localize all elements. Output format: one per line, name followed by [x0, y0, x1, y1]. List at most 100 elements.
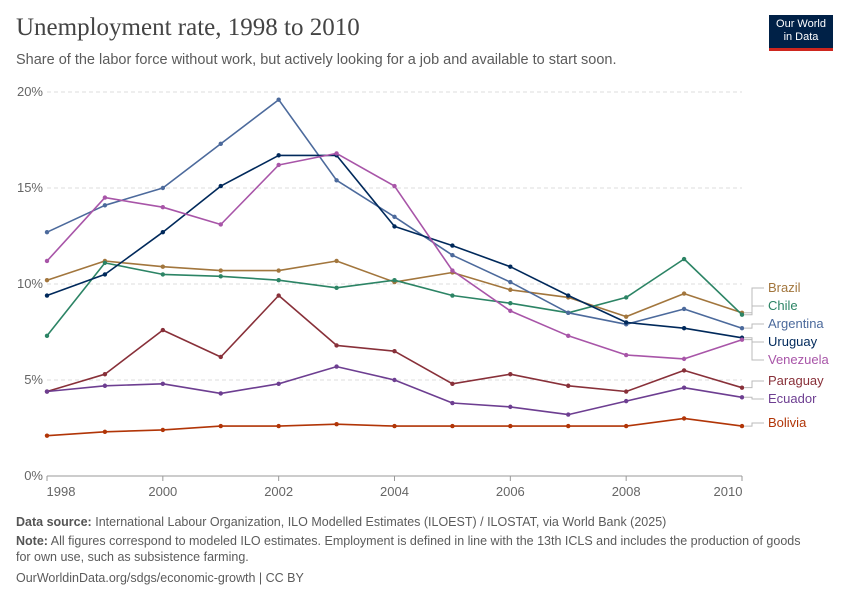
data-point-paraguay[interactable]	[392, 349, 397, 354]
data-point-ecuador[interactable]	[334, 364, 339, 369]
data-point-ecuador[interactable]	[739, 395, 745, 400]
data-point-bolivia[interactable]	[566, 423, 571, 429]
data-point-bolivia[interactable]	[44, 433, 50, 438]
data-point-brazil[interactable]	[276, 268, 281, 273]
data-point-brazil[interactable]	[218, 268, 223, 273]
data-point-bolivia[interactable]	[450, 423, 455, 429]
data-point-argentina[interactable]	[102, 203, 108, 208]
data-point-uruguay[interactable]	[392, 224, 397, 229]
data-point-argentina[interactable]	[450, 253, 455, 258]
data-point-venezuela[interactable]	[566, 333, 571, 339]
data-point-ecuador[interactable]	[218, 391, 223, 396]
data-point-chile[interactable]	[218, 274, 223, 279]
data-point-ecuador[interactable]	[102, 383, 108, 388]
data-point-chile[interactable]	[450, 293, 455, 298]
data-point-paraguay[interactable]	[218, 354, 223, 360]
legend-label-paraguay[interactable]: Paraguay	[768, 373, 824, 388]
legend-label-venezuela[interactable]: Venezuela	[768, 352, 829, 367]
data-point-bolivia[interactable]	[276, 423, 281, 429]
data-point-bolivia[interactable]	[218, 423, 223, 429]
data-point-paraguay[interactable]	[623, 389, 629, 394]
data-point-chile[interactable]	[739, 312, 745, 317]
data-point-argentina[interactable]	[160, 185, 166, 191]
data-point-paraguay[interactable]	[102, 372, 108, 377]
data-point-paraguay[interactable]	[450, 381, 455, 387]
data-point-paraguay[interactable]	[334, 343, 339, 348]
data-point-argentina[interactable]	[334, 178, 339, 183]
data-point-chile[interactable]	[508, 301, 513, 306]
data-point-argentina[interactable]	[508, 279, 513, 285]
legend-label-argentina[interactable]: Argentina	[768, 316, 824, 331]
data-point-venezuela[interactable]	[392, 183, 397, 189]
data-point-venezuela[interactable]	[508, 308, 513, 314]
data-point-argentina[interactable]	[566, 310, 571, 315]
data-point-uruguay[interactable]	[218, 183, 223, 189]
data-point-ecuador[interactable]	[44, 389, 50, 394]
data-point-argentina[interactable]	[739, 325, 745, 331]
data-point-venezuela[interactable]	[102, 195, 108, 200]
data-point-venezuela[interactable]	[623, 352, 629, 358]
data-point-brazil[interactable]	[160, 264, 166, 269]
data-point-brazil[interactable]	[508, 287, 513, 292]
data-point-paraguay[interactable]	[276, 293, 281, 298]
data-point-venezuela[interactable]	[218, 222, 223, 227]
data-point-chile[interactable]	[44, 333, 50, 339]
data-point-chile[interactable]	[681, 256, 687, 262]
data-point-venezuela[interactable]	[44, 258, 50, 264]
data-point-ecuador[interactable]	[276, 381, 281, 387]
owid-logo[interactable]: Our World in Data	[769, 15, 833, 51]
data-point-uruguay[interactable]	[566, 293, 571, 298]
data-point-chile[interactable]	[160, 272, 166, 277]
data-point-bolivia[interactable]	[739, 423, 745, 429]
data-point-chile[interactable]	[334, 285, 339, 291]
data-point-bolivia[interactable]	[508, 423, 513, 429]
data-point-ecuador[interactable]	[160, 381, 166, 387]
data-point-brazil[interactable]	[623, 314, 629, 319]
data-point-ecuador[interactable]	[566, 412, 571, 417]
series-line-ecuador[interactable]	[46, 365, 743, 416]
data-point-bolivia[interactable]	[102, 429, 108, 435]
data-point-venezuela[interactable]	[681, 356, 687, 362]
data-point-venezuela[interactable]	[334, 151, 339, 156]
data-point-venezuela[interactable]	[276, 162, 281, 168]
data-point-uruguay[interactable]	[623, 320, 629, 325]
data-point-uruguay[interactable]	[44, 293, 50, 298]
data-point-ecuador[interactable]	[623, 398, 629, 404]
data-point-chile[interactable]	[102, 260, 108, 266]
data-point-paraguay[interactable]	[739, 385, 745, 390]
data-point-argentina[interactable]	[44, 229, 50, 235]
data-point-uruguay[interactable]	[681, 325, 687, 331]
legend-label-uruguay[interactable]: Uruguay	[768, 334, 818, 349]
series-line-uruguay[interactable]	[46, 154, 743, 339]
data-point-brazil[interactable]	[681, 291, 687, 296]
series-line-paraguay[interactable]	[46, 294, 743, 393]
data-point-uruguay[interactable]	[160, 229, 166, 235]
data-point-paraguay[interactable]	[508, 372, 513, 377]
data-point-argentina[interactable]	[218, 141, 223, 147]
data-point-venezuela[interactable]	[160, 205, 166, 210]
data-point-ecuador[interactable]	[508, 404, 513, 410]
legend-label-bolivia[interactable]: Bolivia	[768, 415, 807, 430]
data-point-ecuador[interactable]	[450, 400, 455, 406]
data-point-bolivia[interactable]	[160, 427, 166, 433]
data-point-argentina[interactable]	[392, 214, 397, 219]
data-point-venezuela[interactable]	[739, 337, 745, 342]
data-point-paraguay[interactable]	[681, 368, 687, 373]
legend-label-chile[interactable]: Chile	[768, 298, 798, 313]
footer-url[interactable]: OurWorldinData.org/sdgs/economic-growth …	[16, 571, 304, 585]
legend-label-brazil[interactable]: Brazil	[768, 280, 801, 295]
data-point-bolivia[interactable]	[681, 416, 687, 421]
data-point-uruguay[interactable]	[508, 264, 513, 269]
series-line-argentina[interactable]	[46, 98, 743, 329]
data-point-argentina[interactable]	[276, 97, 281, 102]
data-point-chile[interactable]	[392, 277, 397, 283]
data-point-paraguay[interactable]	[566, 383, 571, 388]
data-point-paraguay[interactable]	[160, 327, 166, 333]
data-point-bolivia[interactable]	[334, 421, 339, 427]
data-point-argentina[interactable]	[681, 306, 687, 312]
data-point-chile[interactable]	[623, 295, 629, 300]
data-point-bolivia[interactable]	[392, 423, 397, 429]
data-point-brazil[interactable]	[44, 277, 50, 283]
data-point-venezuela[interactable]	[450, 268, 455, 273]
data-point-uruguay[interactable]	[102, 272, 108, 277]
